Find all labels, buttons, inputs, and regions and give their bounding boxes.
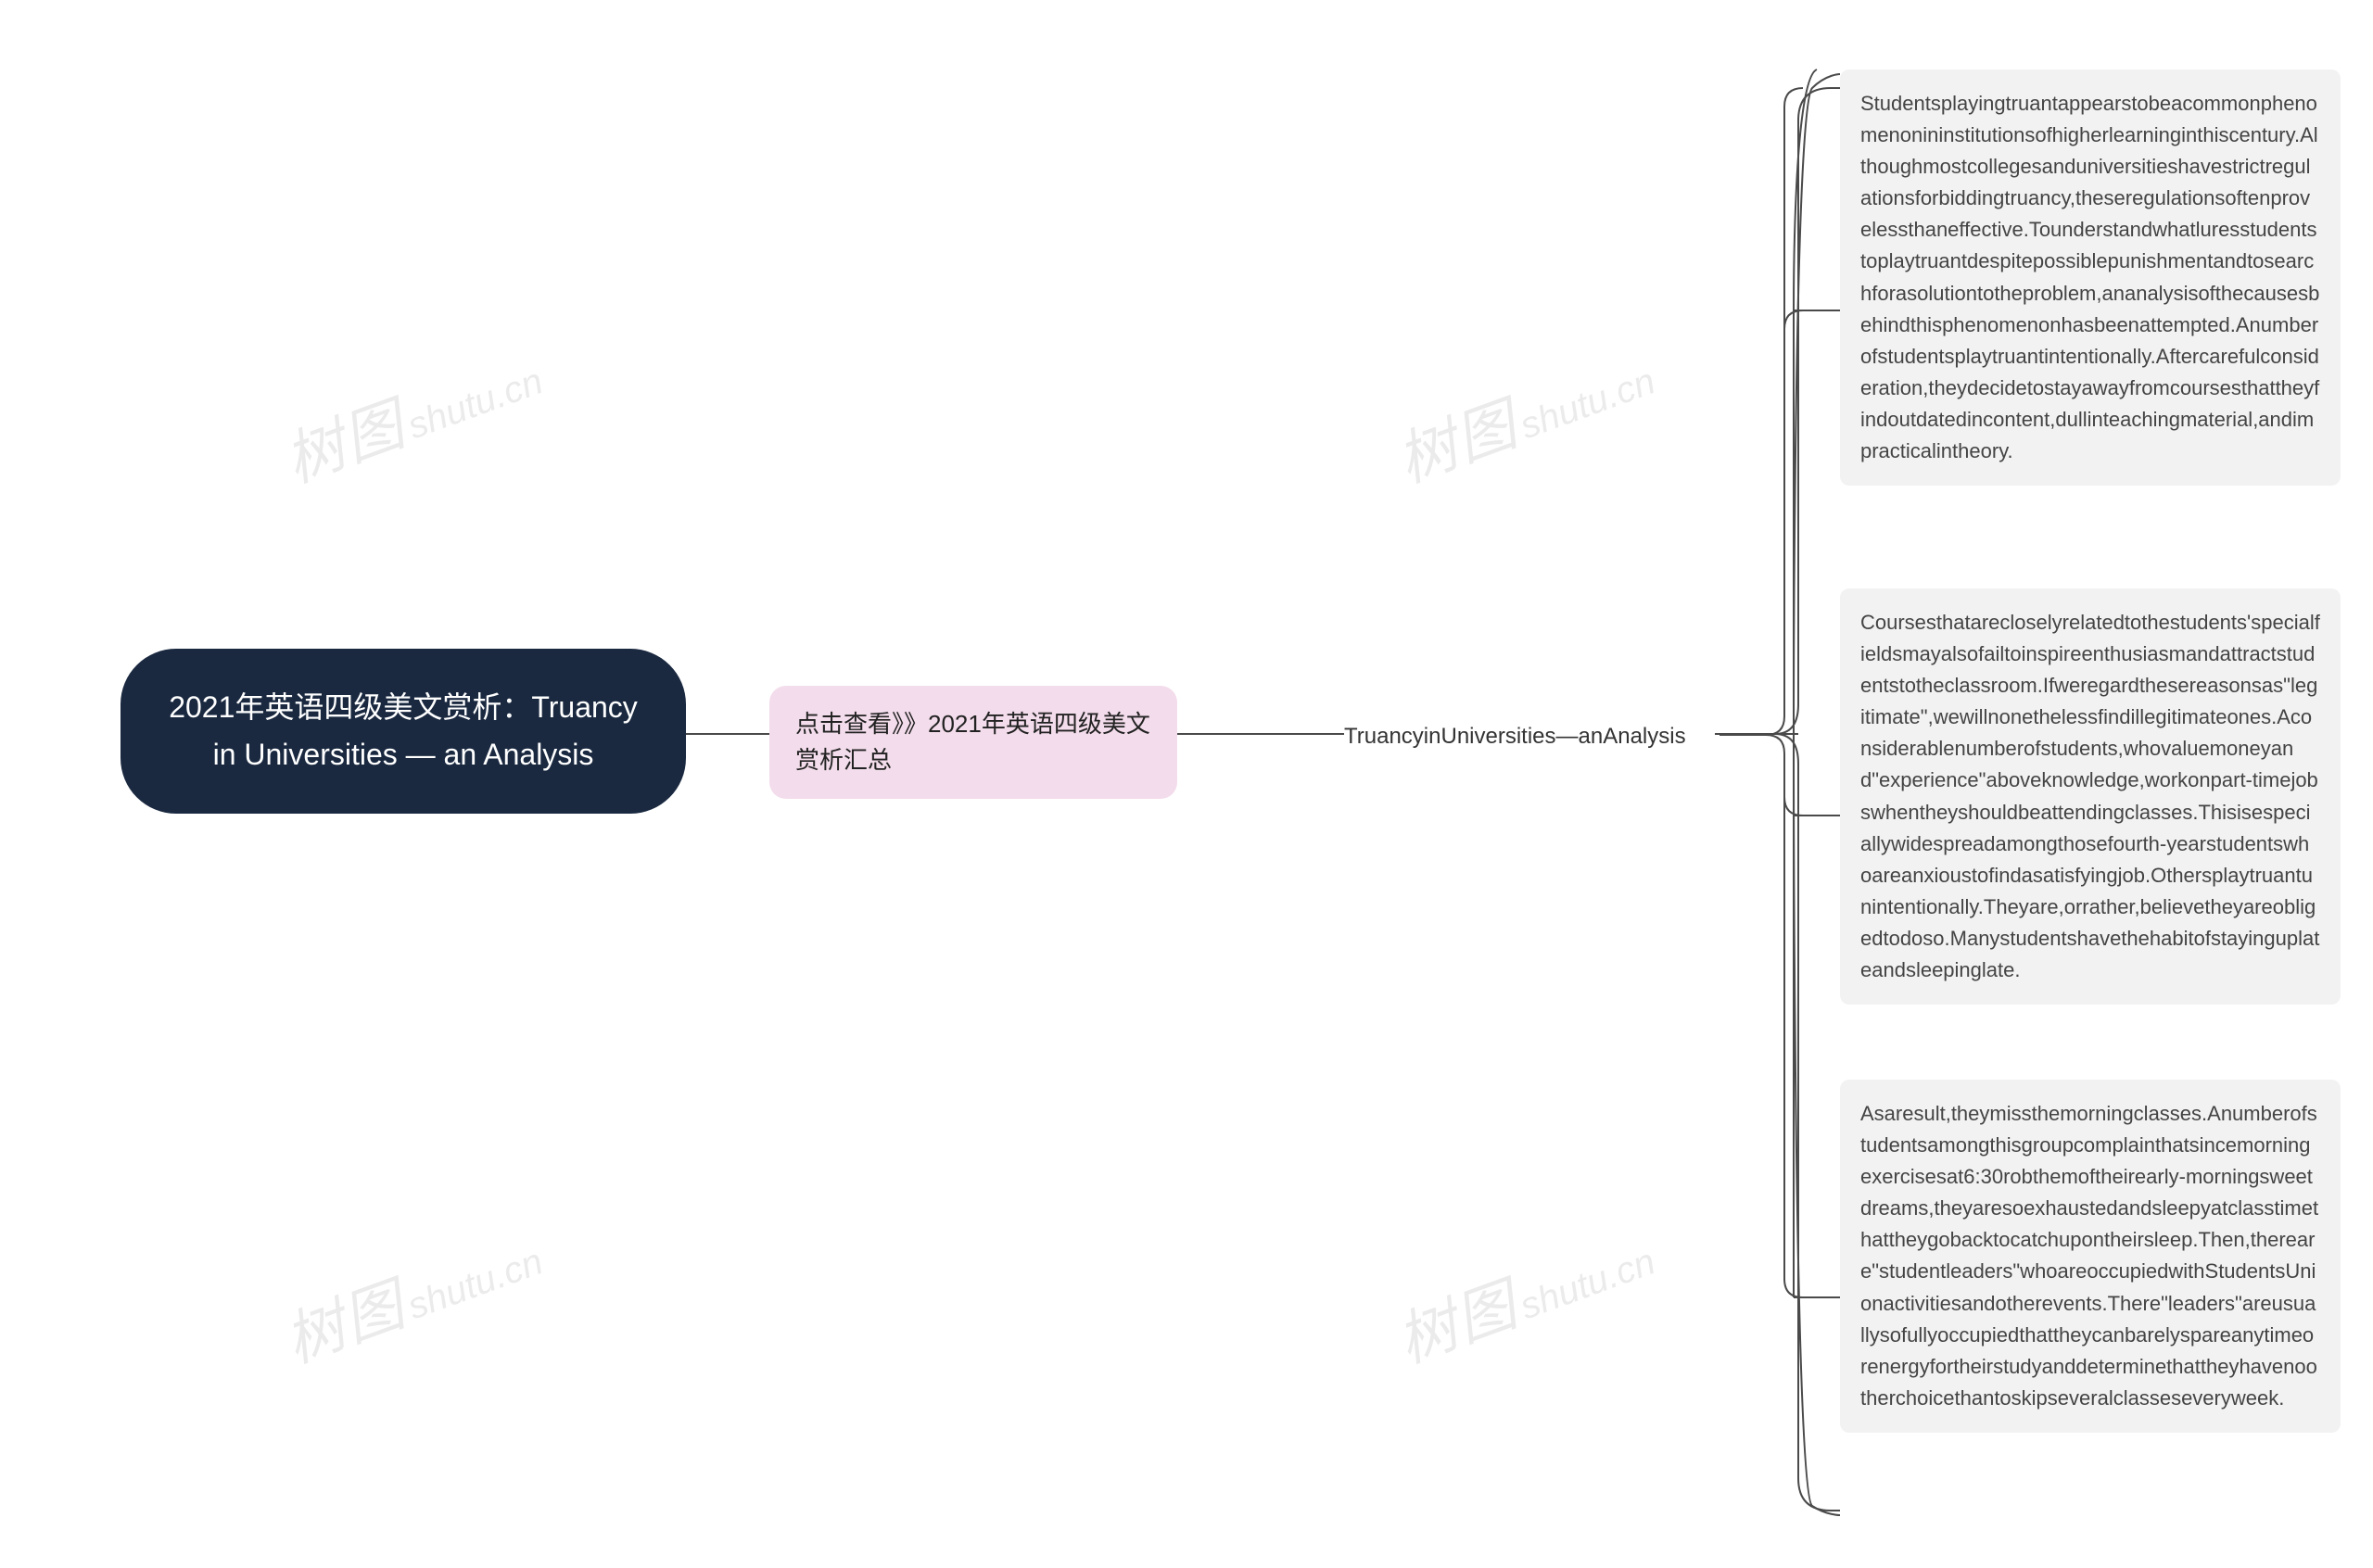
- watermark-main: 树图: [1389, 1271, 1527, 1375]
- watermark-0: 树图 shutu.cn: [272, 328, 552, 499]
- mindmap-node-level1[interactable]: 点击查看》》2021年英语四级美文赏析汇总: [769, 686, 1177, 799]
- watermark-main: 树图: [276, 1271, 414, 1375]
- level3-text-2: Asaresult,theymissthemorningclasses.Anum…: [1860, 1102, 2318, 1410]
- watermark-sub: shutu.cn: [402, 1241, 548, 1327]
- mindmap-node-level2[interactable]: TruancyinUniversities—anAnalysis: [1344, 721, 1715, 752]
- watermark-sub: shutu.cn: [1515, 1241, 1660, 1327]
- level2-text: TruancyinUniversities—anAnalysis: [1344, 724, 1686, 749]
- watermark-main: 树图: [1389, 390, 1527, 495]
- level1-text: 点击查看》》2021年英语四级美文赏析汇总: [795, 710, 1150, 774]
- mindmap-root[interactable]: 2021年英语四级美文赏析：Truancy in Universities — …: [121, 649, 686, 814]
- level3-text-0: Studentsplayingtruantappearstobeacommonp…: [1860, 92, 2319, 462]
- mindmap-node-level3-1[interactable]: Coursesthatarecloselyrelatedtothestudent…: [1840, 588, 2341, 1005]
- root-text: 2021年英语四级美文赏析：Truancy in Universities — …: [169, 690, 638, 771]
- mindmap-node-level3-0[interactable]: Studentsplayingtruantappearstobeacommonp…: [1840, 70, 2341, 486]
- watermark-2: 树图 shutu.cn: [272, 1208, 552, 1380]
- mindmap-node-level3-2[interactable]: Asaresult,theymissthemorningclasses.Anum…: [1840, 1080, 2341, 1433]
- watermark-3: 树图 shutu.cn: [1384, 1208, 1664, 1380]
- level3-text-1: Coursesthatarecloselyrelatedtothestudent…: [1860, 611, 2320, 981]
- watermark-1: 树图 shutu.cn: [1384, 328, 1664, 499]
- watermark-sub: shutu.cn: [1515, 360, 1660, 447]
- watermark-sub: shutu.cn: [402, 360, 548, 447]
- watermark-main: 树图: [276, 390, 414, 495]
